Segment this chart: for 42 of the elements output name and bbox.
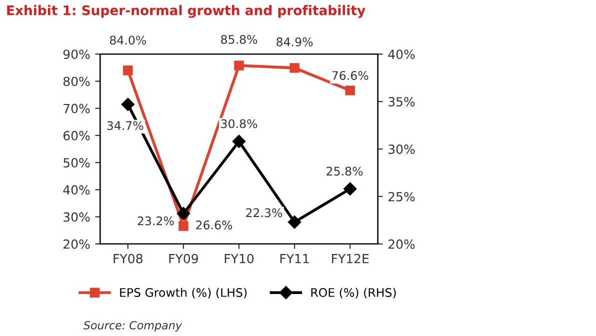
y-tick-label: 50% [64,158,90,168]
y2-tick-label: 30% [388,144,415,154]
point [288,216,302,229]
x-tick-label: FY11 [280,254,309,264]
point [344,182,357,196]
data-label: 34.7% [107,121,144,130]
y-tick-label: 70% [64,104,90,114]
y-tick-label: 20% [64,239,90,249]
x-tick-label: FY12E [332,254,369,264]
data-label: 84.9% [276,37,313,46]
point [178,221,188,231]
y-tick-label: 90% [63,50,90,60]
point [123,66,133,76]
data-label: 30.8% [221,119,258,128]
x-tick-label: FY09 [169,254,198,264]
y-tick-label: 30% [64,212,90,222]
x-tick-label: FY08 [114,254,142,264]
data-label: 84.0% [110,36,146,45]
data-label: 25.8% [326,166,363,176]
data-label: 23.2% [138,216,174,226]
data-label: 85.8% [221,34,258,44]
data-label: 76.6% [332,71,368,80]
y2-tick-label: 25% [388,192,415,202]
data-label: 22.3% [246,208,282,218]
y-tick-label: 80% [63,76,90,86]
data-label: 26.6% [196,220,232,230]
legend-label: ROE (%) (RHS) [311,288,396,298]
y-tick-label: 40% [63,185,90,195]
legend-label: EPS Growth (%) (LHS) [120,288,247,298]
x-tick-label: FY10 [224,254,254,264]
y-tick-label: 60% [63,130,90,140]
point [290,63,300,73]
chart-title: Exhibit 1: Super-normal growth and profitability [7,5,366,18]
point [345,86,355,96]
y2-tick-label: 20% [388,239,415,249]
source-note: Source: Company [84,321,182,332]
point [121,98,134,111]
y2-tick-label: 35% [388,97,415,106]
point [234,60,244,70]
point [176,206,190,220]
y2-tick-label: 40% [388,50,415,60]
point [232,134,246,148]
